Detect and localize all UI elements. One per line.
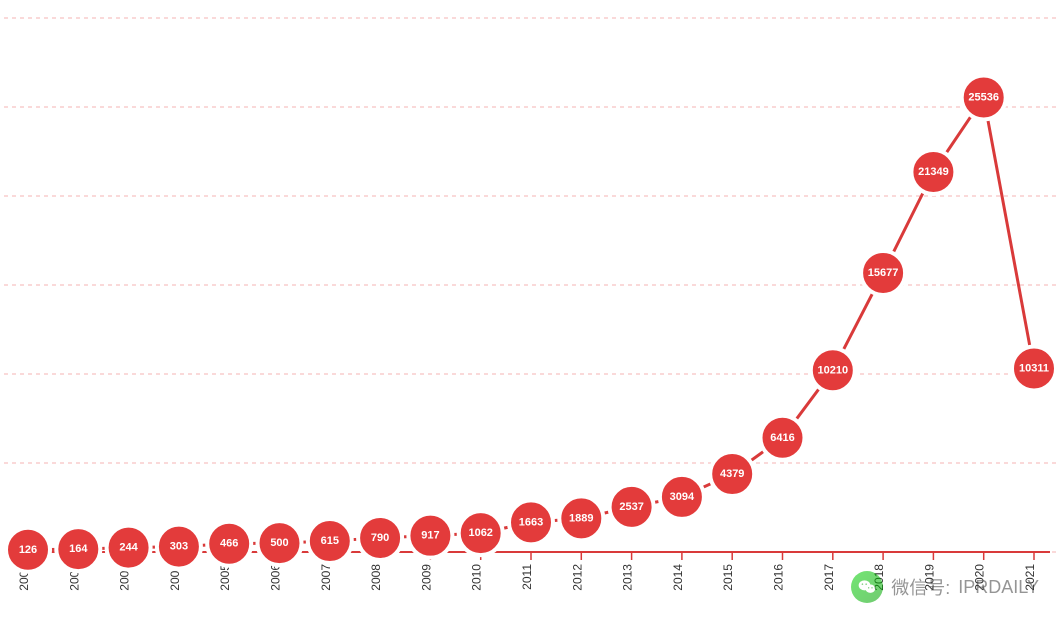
x-tick-label: 2013 [621,564,635,591]
value-label: 1889 [569,512,593,524]
data-point: 1062 [459,511,503,555]
data-point: 10311 [1012,346,1056,390]
data-point: 466 [207,522,251,566]
value-label: 917 [421,530,439,542]
data-point: 25536 [962,75,1006,119]
data-point: 917 [408,514,452,558]
x-tick-label: 2007 [319,564,333,591]
value-label: 466 [220,538,238,550]
value-label: 1062 [468,527,492,539]
data-point: 164 [56,527,100,571]
data-point: 1663 [509,500,553,544]
value-label: 10210 [818,364,849,376]
value-label: 6416 [770,432,794,444]
x-tick-label: 2018 [872,564,886,591]
data-point: 244 [107,526,151,570]
value-label: 3094 [670,491,695,503]
x-tick-label: 2009 [419,564,433,591]
data-point: 2537 [610,485,654,529]
value-label: 21349 [918,166,949,178]
data-point: 21349 [911,150,955,194]
x-tick-label: 2006 [269,564,283,591]
data-point: 15677 [861,251,905,295]
data-point: 1889 [559,496,603,540]
x-tick-label: 2015 [721,564,735,591]
data-point: 3094 [660,475,704,519]
value-label: 4379 [720,468,744,480]
value-label: 15677 [868,267,899,279]
value-label: 615 [321,535,339,547]
x-tick-label: 2016 [772,564,786,591]
value-label: 244 [119,542,138,554]
x-tick-label: 2021 [1023,564,1037,591]
chart-container: 2001200220032004200520062007200820092010… [0,0,1061,625]
x-tick-label: 2014 [671,564,685,591]
value-label: 500 [270,537,288,549]
x-tick-label: 2010 [470,564,484,591]
value-label: 1663 [519,516,543,528]
x-tick-label: 2012 [570,564,584,591]
value-label: 303 [170,541,188,553]
line-chart: 2001200220032004200520062007200820092010… [0,0,1061,625]
value-label: 25536 [968,91,999,103]
value-label: 790 [371,532,389,544]
x-tick-label: 2020 [973,564,987,591]
value-label: 164 [69,543,88,555]
data-point: 303 [157,525,201,569]
value-label: 2537 [619,501,643,513]
x-tick-label: 2005 [218,564,232,591]
x-tick-label: 2017 [822,564,836,591]
data-point: 615 [308,519,352,563]
x-tick-label: 2011 [520,564,534,590]
data-point: 10210 [811,348,855,392]
x-tick-label: 2008 [369,564,383,591]
data-point: 4379 [710,452,754,496]
data-point: 6416 [761,416,805,460]
x-tick-label: 2019 [922,564,936,591]
value-label: 126 [19,544,37,556]
data-point: 500 [258,521,302,565]
data-point: 126 [6,528,50,572]
value-label: 10311 [1019,362,1049,374]
data-point: 790 [358,516,402,560]
